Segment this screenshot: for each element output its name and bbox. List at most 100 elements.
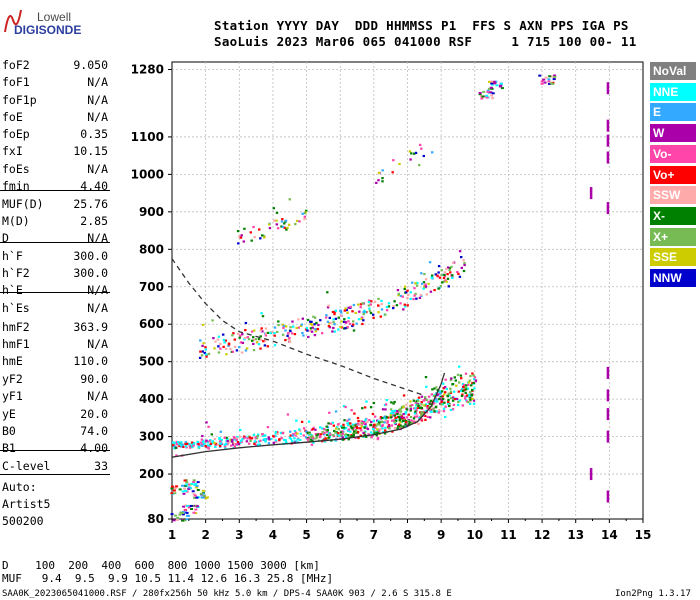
- legend-item-x: X-: [650, 206, 696, 225]
- echo-point: [311, 323, 314, 326]
- echo-point: [307, 335, 310, 339]
- echo-point: [447, 392, 451, 395]
- echo-point: [420, 413, 423, 416]
- echo-point: [226, 439, 229, 443]
- echo-point: [300, 323, 303, 326]
- echo-point: [365, 426, 368, 429]
- echo-point: [464, 385, 467, 389]
- echo-point: [458, 250, 462, 253]
- echo-point: [469, 398, 472, 401]
- echo-point: [274, 439, 278, 442]
- echo-point: [314, 328, 317, 331]
- echo-point: [377, 171, 381, 174]
- echo-point: [381, 427, 384, 430]
- echo-point: [458, 365, 461, 368]
- logo-wave-icon: [4, 9, 22, 33]
- echo-point: [405, 291, 408, 294]
- echo-point: [451, 408, 455, 411]
- echo-point: [464, 395, 467, 398]
- echo-point: [354, 311, 357, 314]
- echo-point: [272, 435, 275, 438]
- param-row-fmin: fmin 4.40: [2, 179, 108, 196]
- echo-point: [423, 404, 426, 407]
- echo-point: [348, 322, 352, 325]
- param-name: foF2: [2, 58, 30, 72]
- echo-point: [183, 519, 187, 522]
- echo-point: [435, 386, 438, 389]
- echo-point: [431, 388, 434, 391]
- echo-point: [385, 399, 388, 402]
- echo-point: [314, 433, 318, 436]
- echo-point: [274, 432, 277, 435]
- echo-point: [331, 310, 335, 314]
- echo-point: [406, 289, 409, 292]
- echo-point: [420, 272, 423, 275]
- param-separator: [0, 450, 110, 451]
- echo-point: [312, 315, 315, 318]
- echo-point: [441, 395, 444, 398]
- echo-point: [486, 90, 490, 93]
- echo-point: [365, 400, 368, 403]
- echo-point: [321, 427, 324, 430]
- echo-point: [432, 402, 436, 405]
- echo-point: [228, 441, 231, 444]
- echo-point: [316, 327, 320, 331]
- echo-point: [412, 399, 416, 402]
- echo-point: [202, 323, 205, 326]
- echo-point: [350, 434, 353, 437]
- echo-point: [324, 438, 328, 441]
- echo-point: [175, 485, 179, 488]
- echo-point: [293, 430, 297, 433]
- echo-point: [469, 391, 472, 394]
- echo-point: [340, 311, 343, 314]
- echo-point: [328, 316, 331, 319]
- echo-point: [262, 234, 266, 238]
- echo-point: [485, 94, 489, 97]
- echo-point: [273, 334, 276, 337]
- echo-point: [377, 297, 380, 300]
- param-value: 9.050: [73, 58, 108, 72]
- echo-point: [443, 273, 446, 277]
- echo-point: [443, 401, 446, 404]
- x-tick-label: 6: [336, 528, 344, 542]
- echo-point: [233, 345, 237, 348]
- echo-point: [418, 404, 422, 407]
- echo-point: [384, 313, 387, 316]
- echo-point: [450, 265, 453, 268]
- echo-point: [479, 95, 483, 98]
- echo-point: [187, 506, 191, 509]
- echo-point: [213, 347, 216, 350]
- echo-point: [467, 393, 471, 396]
- echo-point: [397, 294, 400, 297]
- echo-point: [343, 427, 346, 430]
- echo-point: [455, 384, 458, 387]
- echo-point: [280, 437, 283, 440]
- echo-point: [431, 151, 434, 154]
- echo-point: [444, 279, 447, 282]
- echo-point: [441, 403, 445, 406]
- echo-point: [213, 441, 216, 445]
- series-sporadic: [170, 74, 557, 522]
- echo-point: [334, 317, 338, 320]
- echo-point: [409, 291, 412, 294]
- echo-point: [443, 271, 446, 274]
- echo-point: [403, 287, 406, 291]
- echo-point: [199, 492, 203, 495]
- echo-point: [404, 412, 407, 415]
- echo-point: [392, 159, 395, 162]
- echo-point: [354, 429, 358, 432]
- echo-point: [337, 316, 340, 319]
- echo-point: [461, 404, 464, 407]
- echo-point: [225, 442, 228, 445]
- echo-point: [494, 80, 498, 83]
- param-name: D: [2, 231, 9, 245]
- echo-point: [406, 304, 409, 307]
- echo-point: [385, 309, 389, 312]
- echo-point: [547, 80, 551, 83]
- echo-point: [397, 423, 401, 426]
- echo-point: [465, 394, 469, 397]
- echo-point: [436, 274, 439, 277]
- echo-point: [460, 394, 464, 397]
- echo-point: [441, 390, 444, 393]
- param-value: N/A: [87, 75, 108, 89]
